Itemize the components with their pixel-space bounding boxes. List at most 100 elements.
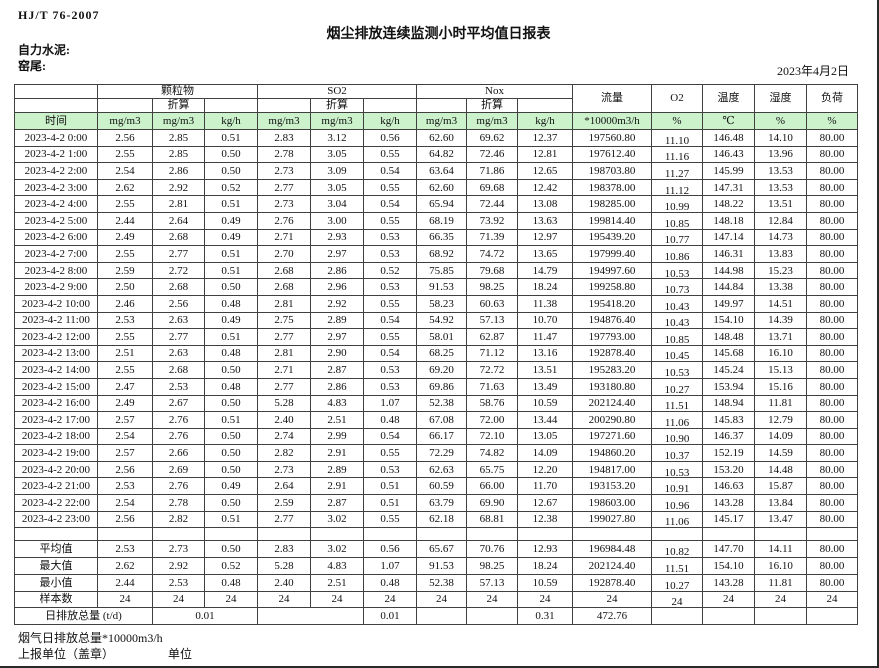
- value-cell: 0.54: [363, 427, 417, 446]
- value-cell: 197560.80: [572, 129, 652, 147]
- value-cell: 11.47: [517, 328, 573, 346]
- value-cell: 2.67: [152, 394, 205, 413]
- table-row: 2023-4-2 5:00 2.44 2.64 0.49 2.76 3.00 0.55 68.…: [14, 211, 858, 230]
- value-cell: 194817.00: [572, 460, 652, 479]
- empty-cell: [97, 527, 153, 542]
- summary-value: 202124.40: [572, 557, 652, 575]
- report-date: 2023年4月2日: [776, 64, 849, 78]
- cell-value: 11.10: [664, 134, 690, 147]
- value-cell: 74.82: [466, 444, 518, 462]
- summary-value: 3.02: [310, 540, 364, 559]
- value-cell: 2.97: [310, 245, 364, 263]
- time-cell: 2023-4-2 17:00: [14, 411, 98, 429]
- value-cell: 10.91: [651, 477, 703, 496]
- cell-value: 10.53: [664, 367, 690, 379]
- value-cell: 62.18: [416, 510, 467, 529]
- header-row-converted: 折算 折算 折算: [14, 98, 858, 113]
- daily-total-row: 日排放总量 (t/d) 0.01 0.01 0.31 472.76: [14, 607, 858, 626]
- value-cell: 2.90: [310, 344, 364, 363]
- summary-value: 1.07: [363, 557, 417, 575]
- value-cell: 11.06: [651, 510, 703, 529]
- summary-label: 最大值: [14, 557, 98, 575]
- value-cell: 10.86: [651, 245, 703, 263]
- value-cell: 68.25: [416, 344, 467, 363]
- summary-label: 样本数: [14, 590, 98, 609]
- empty-cell: [363, 527, 417, 542]
- summary-value: 18.24: [517, 557, 573, 575]
- summary-value: 0.48: [363, 573, 417, 592]
- value-cell: 144.98: [702, 261, 755, 280]
- empty-cell: [310, 527, 364, 542]
- value-cell: 91.53: [416, 278, 467, 296]
- value-cell: 68.81: [466, 510, 518, 529]
- value-cell: 194997.60: [572, 261, 652, 280]
- cell-value: 10.91: [664, 483, 690, 495]
- value-cell: 2.57: [97, 411, 153, 429]
- sub-header: [363, 98, 417, 113]
- time-cell: 2023-4-2 15:00: [14, 377, 98, 396]
- converted-header: 折算: [466, 98, 518, 113]
- summary-value: 98.25: [466, 557, 518, 575]
- empty-cell: [806, 527, 858, 542]
- value-cell: 3.09: [310, 162, 364, 180]
- column-header: 负荷: [806, 84, 858, 113]
- value-cell: 54.92: [416, 311, 467, 330]
- value-cell: 0.50: [204, 278, 258, 296]
- value-cell: 145.83: [702, 411, 755, 429]
- footer-signature-line: 上报单位（盖章） 单位: [18, 645, 418, 662]
- value-cell: 146.31: [702, 245, 755, 263]
- value-cell: 11.81: [754, 394, 807, 413]
- time-cell: 2023-4-2 18:00: [14, 427, 98, 446]
- total-value: [416, 607, 467, 626]
- group-header: SO2: [257, 84, 417, 99]
- value-cell: 2.44: [97, 211, 153, 230]
- value-cell: 80.00: [806, 411, 858, 429]
- value-cell: 11.27: [651, 162, 703, 180]
- sub-header: [416, 98, 467, 113]
- value-cell: 4.83: [310, 394, 364, 413]
- value-cell: 144.84: [702, 278, 755, 296]
- value-cell: 143.28: [702, 494, 755, 512]
- total-value: 472.76: [572, 607, 652, 626]
- total-value: 0.31: [517, 607, 573, 626]
- cell-value: 24: [671, 596, 683, 608]
- corner-cell: [14, 84, 98, 99]
- cell-value: 10.53: [664, 466, 690, 478]
- time-cell: 2023-4-2 12:00: [14, 328, 98, 346]
- value-cell: 75.85: [416, 261, 467, 280]
- value-cell: 2.54: [97, 427, 153, 446]
- value-cell: 148.22: [702, 195, 755, 213]
- cell-value: 10.73: [664, 284, 690, 296]
- cell-value: 10.77: [664, 234, 690, 246]
- value-cell: 10.45: [651, 344, 703, 363]
- value-cell: 2.69: [152, 460, 205, 479]
- value-cell: 80.00: [806, 278, 858, 296]
- value-cell: 2.51: [97, 344, 153, 363]
- company-name: 自力水泥:: [18, 43, 70, 57]
- value-cell: 0.55: [363, 145, 417, 164]
- total-value: 0.01: [152, 607, 258, 626]
- value-cell: 153.94: [702, 377, 755, 396]
- value-cell: 12.97: [517, 228, 573, 247]
- cell-value: 10.37: [664, 450, 690, 462]
- value-cell: 0.48: [204, 294, 258, 313]
- empty-cell: [204, 527, 258, 542]
- summary-value: 0.56: [363, 540, 417, 559]
- value-cell: 194876.40: [572, 311, 652, 330]
- summary-value: 70.76: [466, 540, 518, 559]
- summary-value: 24: [204, 590, 258, 609]
- value-cell: 13.71: [754, 328, 807, 346]
- monitoring-point: 窑尾:: [18, 59, 46, 73]
- column-header: 湿度: [754, 84, 807, 113]
- value-cell: 58.01: [416, 328, 467, 346]
- value-cell: 2.56: [97, 460, 153, 479]
- time-cell: 2023-4-2 6:00: [14, 228, 98, 247]
- value-cell: 10.53: [651, 460, 703, 479]
- value-cell: 202124.40: [572, 394, 652, 413]
- summary-value: 154.10: [702, 557, 755, 575]
- summary-row: 平均值 2.53 2.73 0.50 2.83 3.02 0.56 65.67 70.76 12.…: [14, 540, 858, 559]
- value-cell: 13.83: [754, 245, 807, 263]
- value-cell: 3.00: [310, 211, 364, 230]
- value-cell: 2.81: [257, 344, 311, 363]
- value-cell: 69.86: [416, 377, 467, 396]
